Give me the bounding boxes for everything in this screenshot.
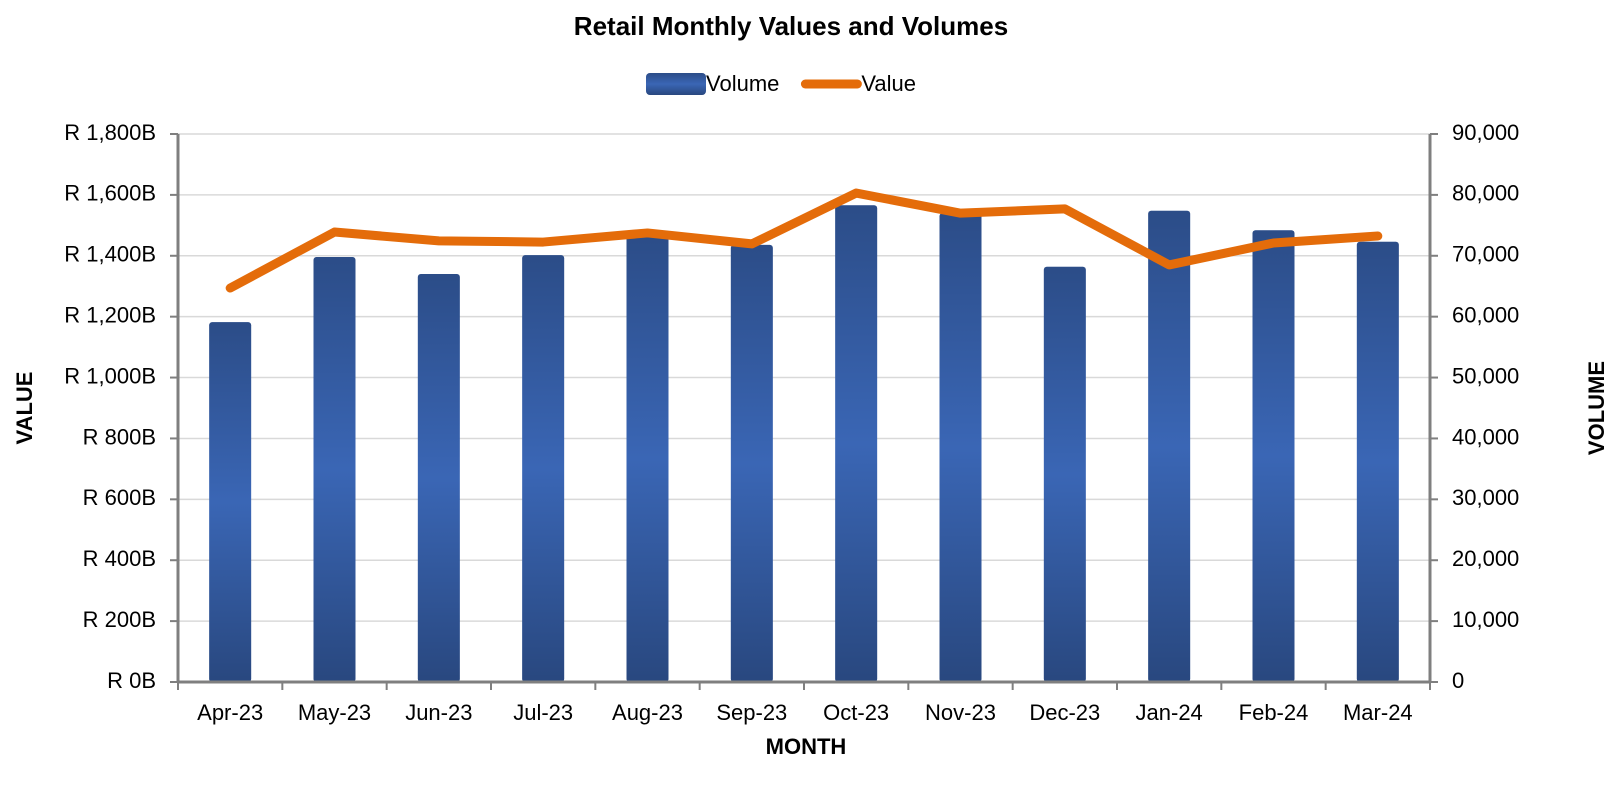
y-tick-label: R 1,200B: [64, 302, 156, 327]
line: [225, 188, 1383, 293]
legend-label: Volume: [706, 71, 779, 96]
bar-shade: [626, 236, 669, 682]
x-tick-label: Oct-23: [823, 700, 889, 725]
y2-tick-label: 90,000: [1452, 120, 1519, 145]
x-tick-label: Feb-24: [1239, 700, 1309, 725]
bar-shade: [835, 205, 878, 683]
x-tick-label: Apr-23: [197, 700, 263, 725]
x-tick-label: May-23: [298, 700, 371, 725]
bar-shade: [1356, 241, 1399, 683]
x-tick-label: Jun-23: [405, 700, 472, 725]
y2-tick-label: 0: [1452, 668, 1464, 693]
bar-shade: [209, 322, 252, 682]
legend-label: Value: [861, 71, 916, 96]
bar-shade: [1148, 210, 1191, 682]
bar-shade: [730, 244, 773, 682]
y-tick-label: R 0B: [107, 668, 156, 693]
bar-shade: [313, 256, 356, 682]
y2-tick-label: 70,000: [1452, 242, 1519, 267]
y-tick-label: R 600B: [83, 485, 156, 510]
x-tick-label: Jan-24: [1136, 700, 1203, 725]
bar-shade: [522, 255, 565, 682]
y-tick-label: R 1,800B: [64, 120, 156, 145]
y-tick-label: R 400B: [83, 546, 156, 571]
y2-tick-label: 20,000: [1452, 546, 1519, 571]
bar-shade: [417, 274, 460, 682]
x-tick-label: Nov-23: [925, 700, 996, 725]
legend-swatch-shade: [646, 73, 706, 95]
x-tick-label: Dec-23: [1029, 700, 1100, 725]
y-tick-label: R 200B: [83, 607, 156, 632]
bar-shade: [939, 213, 982, 682]
bar-shade: [1043, 266, 1086, 682]
y2-tick-label: 10,000: [1452, 607, 1519, 632]
x-tick-label: Sep-23: [716, 700, 787, 725]
y2-tick-label: 80,000: [1452, 181, 1519, 206]
y-axis-title: VALUE: [12, 372, 37, 445]
y2-tick-label: 60,000: [1452, 302, 1519, 327]
bar-shade: [1252, 230, 1295, 682]
y-tick-label: R 1,600B: [64, 181, 156, 206]
y2-tick-label: 30,000: [1452, 485, 1519, 510]
x-tick-label: Mar-24: [1343, 700, 1413, 725]
x-tick-label: Aug-23: [612, 700, 683, 725]
y2-axis-title: VOLUME: [1584, 361, 1609, 455]
x-tick-label: Jul-23: [513, 700, 573, 725]
y2-tick-label: 40,000: [1452, 424, 1519, 449]
chart-title: Retail Monthly Values and Volumes: [574, 11, 1008, 41]
y-tick-label: R 1,000B: [64, 363, 156, 388]
y-tick-label: R 1,400B: [64, 242, 156, 267]
y2-tick-label: 50,000: [1452, 363, 1519, 388]
x-axis-title: MONTH: [766, 734, 847, 759]
y-tick-label: R 800B: [83, 424, 156, 449]
